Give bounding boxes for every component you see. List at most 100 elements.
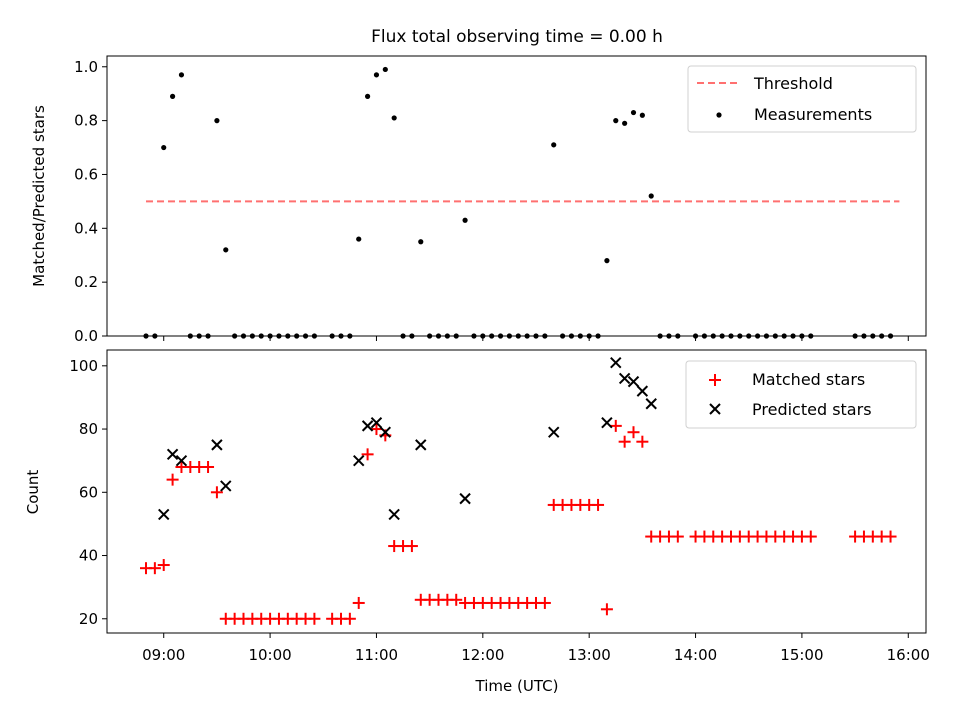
measurement-point	[568, 333, 575, 339]
measurement-point	[356, 236, 362, 242]
measurement-point	[533, 333, 539, 339]
measurement-point	[258, 333, 264, 339]
measurement-point	[772, 333, 778, 339]
measurement-point	[613, 118, 619, 124]
measurement-point	[143, 333, 149, 339]
matched-star-marker	[370, 423, 383, 436]
measurement-point	[462, 217, 468, 223]
predicted-star-marker	[645, 398, 657, 410]
matched-star-marker	[308, 612, 321, 625]
matched-star-marker	[804, 530, 817, 543]
measurement-point	[728, 333, 734, 339]
measurement-point	[152, 333, 158, 339]
x-axis-label: Time (UTC)	[475, 677, 559, 695]
measurement-point	[196, 333, 202, 339]
matched-star-marker	[538, 596, 551, 609]
measurement-point	[852, 333, 858, 339]
x-tick-label: 15:00	[780, 646, 823, 664]
measurement-point	[515, 333, 521, 339]
predicted-star-marker	[627, 375, 640, 388]
matched-legend-swatch	[709, 374, 721, 386]
measurement-point	[577, 333, 583, 339]
measurement-point	[675, 333, 681, 339]
predicted-star-marker	[211, 439, 223, 451]
measurements-legend-swatch	[716, 112, 722, 118]
predicted-star-marker	[166, 448, 179, 461]
measurement-point	[347, 333, 353, 339]
matched-star-marker	[210, 486, 223, 499]
measurement-point	[604, 258, 610, 264]
measurement-point	[471, 333, 477, 339]
matched-stars-points	[140, 419, 897, 625]
predicted-star-marker	[175, 454, 188, 467]
x-tick-label: 16:00	[887, 646, 930, 664]
measurement-point	[302, 333, 309, 339]
top-y-axis-label: Matched/Predicted stars	[30, 105, 48, 287]
measurement-point	[710, 333, 716, 339]
measurement-point	[214, 118, 220, 124]
bottom-y-tick-label: 40	[79, 547, 98, 565]
matched-legend-label: Matched stars	[752, 370, 865, 389]
measurement-point	[701, 333, 708, 339]
measurement-point	[276, 333, 282, 339]
predicted-star-marker	[361, 420, 374, 432]
matched-star-marker	[450, 593, 463, 606]
predicted-star-marker	[618, 372, 631, 385]
bottom-legend: Matched stars Predicted stars	[685, 360, 917, 429]
matched-star-marker	[405, 540, 418, 553]
bottom-y-ticks: 20 40 60 80 100	[69, 357, 107, 628]
measurement-point	[737, 333, 743, 339]
predicted-star-marker	[636, 385, 649, 397]
measurement-point	[595, 333, 601, 339]
bottom-legend-box	[685, 360, 917, 429]
matched-star-marker	[636, 435, 649, 448]
measurement-point	[692, 333, 699, 339]
measurement-point	[249, 333, 255, 339]
predicted-star-marker	[353, 454, 365, 467]
x-tick-label: 10:00	[248, 646, 291, 664]
bottom-plot: 20 40 60 80 100 09:00 10:00 11:00 12:00 13:00 14:…	[24, 349, 930, 695]
measurement-point	[586, 333, 592, 339]
measurement-point	[657, 333, 663, 339]
matched-star-marker	[202, 460, 215, 473]
measurement-point	[329, 333, 335, 339]
measurement-point	[648, 193, 654, 199]
top-legend: Threshold Measurements	[687, 65, 917, 133]
measurement-point	[551, 142, 557, 148]
predicted-star-marker	[388, 508, 400, 521]
top-legend-box	[687, 65, 917, 133]
measurement-point	[781, 333, 787, 339]
bottom-y-tick-label: 60	[79, 483, 98, 501]
measurement-point	[232, 333, 238, 339]
measurement-point	[542, 333, 548, 339]
measurement-point	[240, 333, 247, 339]
predicted-legend-swatch	[709, 403, 721, 415]
predicted-star-marker	[610, 356, 622, 369]
measurement-point	[391, 115, 397, 121]
measurement-point	[453, 333, 459, 339]
predicted-legend-label: Predicted stars	[752, 400, 872, 419]
matched-star-marker	[352, 596, 365, 609]
top-y-tick-label: 1.0	[74, 58, 98, 76]
top-y-tick-label: 0.0	[74, 327, 98, 345]
measurement-point	[489, 333, 495, 339]
measurement-point	[435, 333, 442, 339]
top-y-tick-label: 0.6	[74, 165, 98, 183]
measurement-point	[294, 333, 300, 339]
measurement-point	[382, 66, 388, 73]
matched-star-marker	[618, 435, 631, 448]
measurement-point	[666, 333, 672, 339]
measurement-point	[746, 333, 752, 339]
bottom-y-tick-label: 20	[79, 610, 98, 628]
measurement-point	[400, 333, 406, 339]
predicted-star-marker	[415, 439, 427, 451]
measurement-point	[338, 333, 344, 339]
measurement-point	[879, 333, 885, 339]
matched-star-marker	[343, 612, 356, 625]
measurements-legend-label: Measurements	[754, 105, 872, 124]
top-plot: 0.0 0.2 0.4 0.6 0.8 1.0 Matched/Predicted sta…	[30, 55, 927, 345]
measurement-point	[524, 333, 530, 339]
chart-title: Flux total observing time = 0.00 h	[371, 27, 663, 47]
matched-star-marker	[592, 498, 605, 511]
